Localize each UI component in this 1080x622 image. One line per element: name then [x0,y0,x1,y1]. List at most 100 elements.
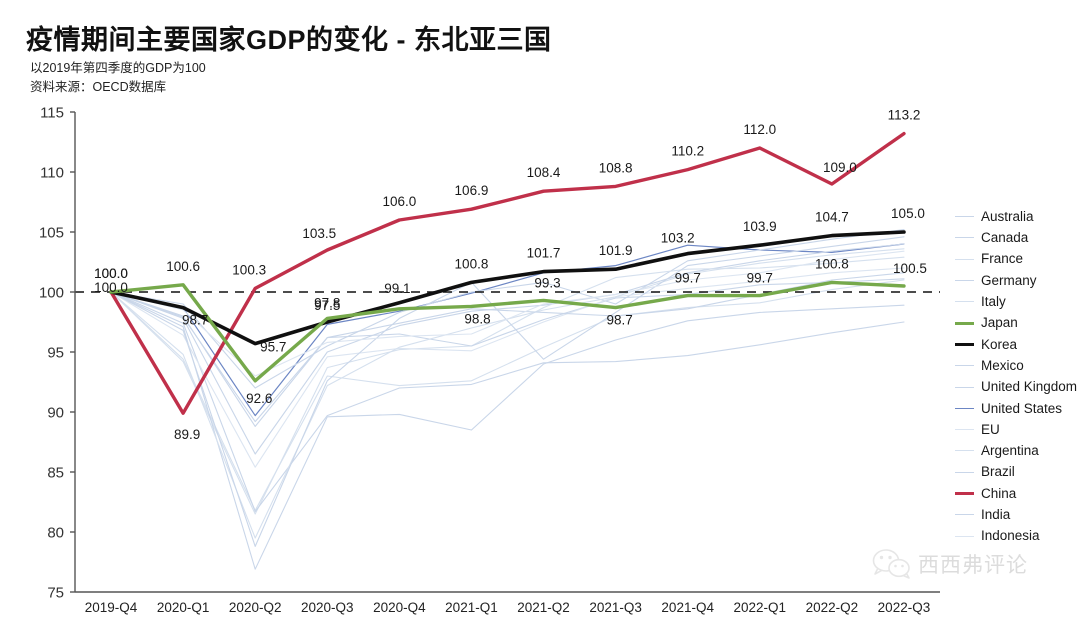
series-line-mexico [110,291,905,513]
legend-label: Argentina [981,443,1039,459]
highlighted-series-group [109,131,906,415]
legend-swatch [955,492,974,495]
data-point-label: 99.3 [534,275,560,290]
legend-item-france[interactable]: France [955,249,1080,270]
series-line-united-kingdom [110,291,905,570]
series-line-india [110,236,905,547]
x-tick-label: 2022-Q2 [806,600,859,615]
faded-series-group [110,229,905,570]
series-line-germany [110,278,905,427]
legend-item-united-kingdom[interactable]: United Kingdom [955,376,1080,397]
y-tick-label: 95 [47,345,64,362]
legend-item-argentina[interactable]: Argentina [955,440,1080,461]
data-point-label: 92.6 [246,391,272,406]
legend-label: Australia [981,208,1034,224]
y-tick-label: 75 [47,585,64,602]
legend-label: Italy [981,294,1006,310]
legend-label: Indonesia [981,528,1040,544]
x-tick-label: 2020-Q1 [157,600,210,615]
data-point-label: 110.2 [671,144,704,159]
y-tick-label: 100 [39,285,64,302]
x-tick-label: 2021-Q3 [589,600,642,615]
series-line-france [110,256,905,515]
y-tick-label: 90 [47,405,64,422]
legend-label: Canada [981,230,1029,246]
data-point-label: 97.5 [314,298,340,313]
data-point-label: 100.8 [455,256,489,271]
page-title: 疫情期间主要国家GDP的变化 - 东北亚三国 [26,25,552,55]
data-point-label: 95.7 [260,340,286,355]
data-point-label: 105.0 [891,206,925,221]
data-point-label: 106.9 [455,183,489,198]
legend-item-japan[interactable]: Japan [955,312,1080,333]
series-line-indonesia [110,250,905,377]
legend-swatch [955,321,974,325]
data-point-label: 99.1 [384,281,410,296]
series-line-italy [110,279,905,511]
y-tick-label: 110 [40,165,64,182]
x-tick-label: 2019-Q4 [85,600,138,615]
legend-label: EU [981,421,1000,437]
legend-item-canada[interactable]: Canada [955,227,1080,248]
data-point-label: 100.0 [94,266,128,281]
legend-swatch [955,429,974,431]
data-point-label: 109.0 [823,160,857,175]
x-tick-label: 2020-Q2 [229,600,282,615]
legend-item-brazil[interactable]: Brazil [955,462,1080,483]
x-tick-label: 2022-Q3 [878,600,931,615]
data-point-label: 104.7 [815,210,849,225]
data-point-label: 103.5 [302,226,336,241]
legend-label: Brazil [981,464,1015,480]
data-point-label: 100.8 [815,256,849,271]
legend-label: India [981,507,1011,523]
series-line-korea [109,230,906,346]
data-point-label: 106.0 [382,194,416,209]
legend-item-australia[interactable]: Australia [955,206,1080,227]
legend-item-mexico[interactable]: Mexico [955,355,1080,376]
legend-swatch [955,471,974,473]
data-point-label: 101.7 [527,246,561,261]
y-tick-label: 105 [39,225,64,242]
chart-source: 资料来源：OECD数据库 [30,80,167,94]
legend-item-indonesia[interactable]: Indonesia [955,525,1080,546]
legend-item-korea[interactable]: Korea [955,334,1080,355]
legend-swatch [955,386,974,388]
legend-label: China [981,485,1017,501]
legend-label: United Kingdom [981,379,1078,395]
data-point-label: 98.7 [182,313,208,328]
data-point-label: 108.8 [599,160,633,175]
y-tick-label: 115 [40,105,64,122]
legend-swatch [955,407,974,409]
series-line-japan [109,280,906,383]
data-point-label: 97.8 [314,295,340,310]
chart-subtitle: 以2019年第四季度的GDP为100 [30,61,206,75]
data-point-label: 103.9 [743,219,777,234]
legend-label: France [981,251,1024,267]
data-point-label: 98.8 [464,311,490,326]
data-point-label: 98.7 [606,313,632,328]
legend-item-india[interactable]: India [955,504,1080,525]
data-labels-group: 100.0 89.9 100.3 103.5 106.0 106.9 108.4 108.8 1… [94,108,927,443]
data-point-label: 99.7 [747,271,773,286]
x-axis-ticks: 2019-Q4 2020-Q1 2020-Q2 2020-Q3 2020-Q4 2021-… [85,600,930,615]
legend-swatch [955,237,974,239]
data-point-label: 100.6 [166,259,200,274]
legend-label: Mexico [981,357,1024,373]
x-tick-label: 2022-Q1 [734,600,787,615]
data-point-label: 99.7 [675,271,701,286]
chart-legend: Australia Canada France Germany Italy Japan Ko… [955,206,1080,547]
series-line-australia [110,229,905,389]
legend-item-italy[interactable]: Italy [955,291,1080,312]
legend-item-china[interactable]: China [955,483,1080,504]
data-point-label: 113.2 [888,108,921,123]
x-tick-label: 2021-Q1 [445,600,498,615]
data-point-label: 112.0 [743,122,776,137]
legend-item-germany[interactable]: Germany [955,270,1080,291]
y-tick-label: 80 [47,525,64,542]
legend-item-united-states[interactable]: United States [955,398,1080,419]
legend-item-eu[interactable]: EU [955,419,1080,440]
legend-label: Korea [981,336,1018,352]
legend-label: Japan [981,315,1018,331]
